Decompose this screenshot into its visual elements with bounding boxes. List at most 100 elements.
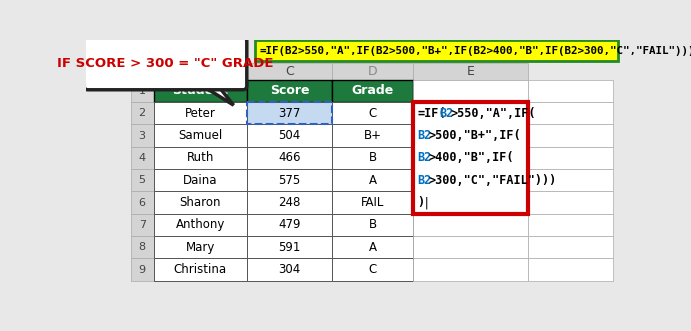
FancyBboxPatch shape [413, 102, 528, 124]
Text: B2: B2 [417, 129, 432, 142]
FancyBboxPatch shape [413, 80, 528, 102]
FancyBboxPatch shape [247, 147, 332, 169]
Text: Peter: Peter [185, 107, 216, 120]
Text: C: C [368, 107, 377, 120]
Text: D: D [368, 65, 377, 78]
FancyBboxPatch shape [247, 102, 332, 124]
Text: Daina: Daina [183, 174, 218, 187]
FancyBboxPatch shape [528, 124, 614, 147]
FancyBboxPatch shape [528, 80, 614, 102]
Text: Anthony: Anthony [176, 218, 225, 231]
FancyBboxPatch shape [413, 124, 528, 147]
FancyBboxPatch shape [247, 191, 332, 214]
Text: Student: Student [172, 84, 228, 97]
Text: 5: 5 [139, 175, 146, 185]
FancyBboxPatch shape [154, 214, 247, 236]
FancyBboxPatch shape [247, 169, 332, 191]
FancyBboxPatch shape [528, 169, 614, 191]
Text: B: B [369, 151, 377, 165]
Text: 7: 7 [139, 220, 146, 230]
Text: =IF(: =IF( [417, 107, 446, 120]
Text: Score: Score [269, 84, 309, 97]
FancyBboxPatch shape [154, 259, 247, 281]
FancyBboxPatch shape [528, 102, 614, 124]
FancyBboxPatch shape [154, 169, 247, 191]
Text: ): ) [417, 196, 424, 209]
FancyBboxPatch shape [332, 169, 413, 191]
FancyBboxPatch shape [413, 102, 528, 214]
FancyBboxPatch shape [528, 236, 614, 259]
Text: 504: 504 [278, 129, 301, 142]
Text: 248: 248 [278, 196, 301, 209]
Text: A: A [369, 241, 377, 254]
Text: 304: 304 [278, 263, 301, 276]
Text: =IF(B2>550,"A",IF(B2>500,"B+",IF(B2>400,"B",IF(B2>300,"C","FAIL")))): =IF(B2>550,"A",IF(B2>500,"B+",IF(B2>400,… [260, 45, 691, 56]
FancyBboxPatch shape [247, 259, 332, 281]
Text: Christina: Christina [173, 263, 227, 276]
FancyBboxPatch shape [528, 191, 614, 214]
FancyBboxPatch shape [154, 191, 247, 214]
FancyBboxPatch shape [131, 124, 154, 147]
FancyBboxPatch shape [84, 37, 247, 90]
FancyBboxPatch shape [247, 214, 332, 236]
Text: 9: 9 [139, 264, 146, 275]
FancyBboxPatch shape [131, 236, 154, 259]
FancyBboxPatch shape [247, 63, 332, 80]
Text: B2: B2 [439, 107, 453, 120]
Text: Sharon: Sharon [180, 196, 221, 209]
Text: >500,"B+",IF(: >500,"B+",IF( [428, 129, 521, 142]
Text: IF SCORE > 300 = "C" GRADE: IF SCORE > 300 = "C" GRADE [57, 57, 274, 70]
FancyBboxPatch shape [154, 63, 247, 80]
Text: FAIL: FAIL [361, 196, 384, 209]
FancyBboxPatch shape [131, 102, 154, 124]
FancyBboxPatch shape [247, 80, 332, 102]
FancyBboxPatch shape [247, 236, 332, 259]
Text: |: | [423, 196, 430, 209]
Text: B2: B2 [417, 151, 432, 165]
Text: 6: 6 [139, 198, 146, 208]
FancyBboxPatch shape [332, 191, 413, 214]
FancyBboxPatch shape [332, 214, 413, 236]
FancyBboxPatch shape [528, 259, 614, 281]
FancyBboxPatch shape [332, 102, 413, 124]
Text: 466: 466 [278, 151, 301, 165]
FancyBboxPatch shape [413, 214, 528, 236]
Text: 1: 1 [139, 86, 146, 96]
FancyBboxPatch shape [528, 147, 614, 169]
FancyBboxPatch shape [413, 259, 528, 281]
FancyBboxPatch shape [131, 80, 154, 102]
FancyBboxPatch shape [131, 259, 154, 281]
FancyBboxPatch shape [247, 124, 332, 147]
FancyBboxPatch shape [154, 236, 247, 259]
Text: Mary: Mary [186, 241, 215, 254]
Text: Grade: Grade [352, 84, 394, 97]
Text: 591: 591 [278, 241, 301, 254]
Text: Ruth: Ruth [187, 151, 214, 165]
FancyBboxPatch shape [131, 191, 154, 214]
Text: B+: B+ [363, 129, 381, 142]
FancyBboxPatch shape [131, 169, 154, 191]
FancyBboxPatch shape [131, 63, 154, 80]
FancyBboxPatch shape [413, 169, 528, 191]
Text: B: B [196, 65, 205, 78]
Text: C: C [285, 65, 294, 78]
FancyBboxPatch shape [256, 40, 618, 61]
FancyBboxPatch shape [413, 63, 528, 80]
FancyBboxPatch shape [154, 124, 247, 147]
FancyBboxPatch shape [413, 236, 528, 259]
Text: 2: 2 [139, 108, 146, 118]
Text: 377: 377 [278, 107, 301, 120]
FancyBboxPatch shape [131, 147, 154, 169]
Text: >400,"B",IF(: >400,"B",IF( [428, 151, 514, 165]
Text: B2: B2 [417, 174, 432, 187]
FancyBboxPatch shape [131, 214, 154, 236]
FancyBboxPatch shape [332, 147, 413, 169]
Text: 4: 4 [139, 153, 146, 163]
FancyBboxPatch shape [154, 102, 247, 124]
FancyBboxPatch shape [332, 124, 413, 147]
FancyBboxPatch shape [413, 147, 528, 169]
FancyBboxPatch shape [332, 63, 413, 80]
FancyBboxPatch shape [413, 191, 528, 214]
Text: >300,"C","FAIL"))): >300,"C","FAIL"))) [428, 174, 556, 187]
Text: 3: 3 [139, 131, 146, 141]
